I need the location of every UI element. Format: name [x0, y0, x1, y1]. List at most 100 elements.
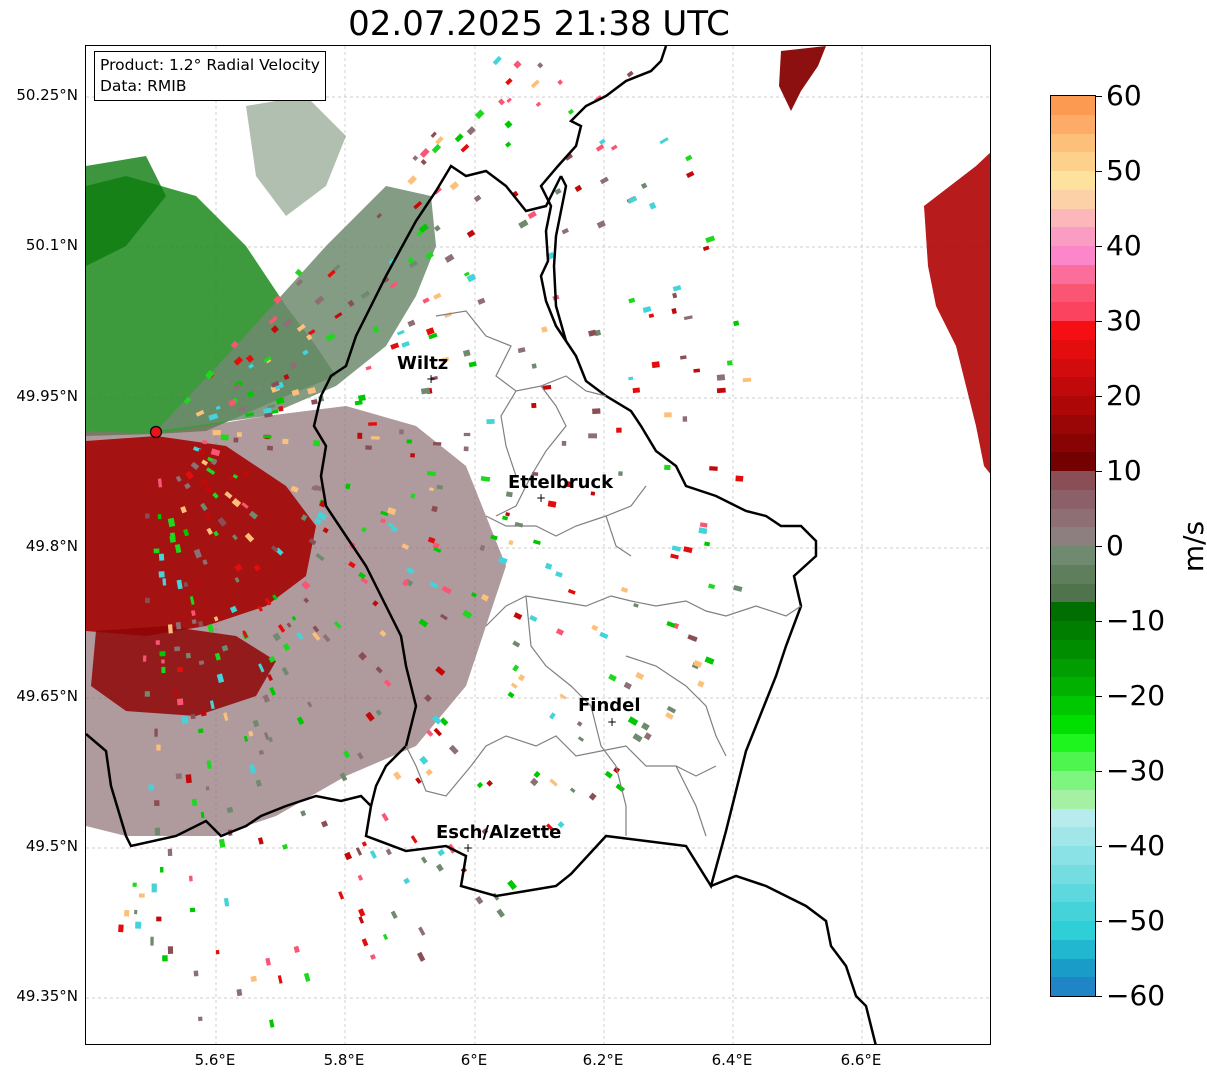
echo-pixel	[439, 613, 448, 621]
echo-pixel	[687, 634, 698, 642]
echo-pixel	[683, 546, 693, 554]
echo-pixel	[595, 144, 605, 152]
echo-pixel	[567, 108, 575, 115]
echo-pixel	[496, 908, 505, 918]
lat-tick-label: 49.5°N	[25, 837, 78, 855]
echo-pixel	[243, 470, 250, 478]
colorbar-tick	[1096, 996, 1102, 997]
echo-pixel	[406, 439, 412, 444]
echo-pixel	[372, 325, 380, 334]
colorbar-tick-label: 40	[1106, 229, 1142, 262]
echo-pixel	[248, 363, 254, 369]
echo-pixel	[433, 547, 442, 553]
echo-pixel	[195, 409, 205, 417]
echo-pixel	[148, 784, 154, 791]
colorbar-tick-label: −60	[1106, 979, 1166, 1012]
echo-pixel	[313, 484, 323, 492]
echo-pixel	[270, 409, 279, 415]
colorbar-band	[1051, 208, 1095, 228]
echo-pixel	[162, 955, 168, 962]
echo-pixel	[437, 848, 445, 857]
echo-pixel	[533, 770, 541, 779]
echo-pixel	[680, 355, 687, 360]
national-border	[86, 46, 818, 898]
echo-pixel	[561, 440, 567, 446]
echo-pixel	[226, 806, 234, 814]
colorbar-band	[1051, 939, 1095, 960]
colorbar-band	[1051, 171, 1095, 191]
echo-pixel	[390, 910, 398, 919]
echo-pixel	[372, 600, 379, 607]
echo-pixel	[415, 230, 423, 237]
echo-pixel	[264, 412, 273, 418]
echo-pixel	[596, 220, 606, 229]
echo-pixel	[273, 381, 285, 390]
echo-pixel	[199, 477, 209, 487]
echo-pixel	[466, 229, 476, 238]
echo-pixel	[197, 728, 204, 734]
echo-pixel	[508, 539, 514, 546]
echo-pixel	[407, 256, 415, 265]
echo-pixel	[181, 715, 189, 724]
colorbar-tick	[1096, 771, 1102, 772]
echo-pixel	[709, 466, 718, 471]
echo-pixel	[369, 953, 376, 960]
echo-pixel	[296, 716, 305, 725]
echo-pixel	[357, 752, 364, 760]
echo-pixel	[651, 361, 660, 369]
echo-pixel	[316, 511, 328, 521]
echo-pixel	[441, 585, 452, 595]
echo-pixel	[248, 510, 258, 520]
echo-pixel	[403, 877, 411, 885]
echo-pixel	[505, 512, 510, 517]
echo-pixel	[216, 673, 225, 684]
radar-map[interactable]: Wiltz + Ettelbruck + Findel + Esch/Alzet…	[85, 45, 991, 1045]
echo-pixel	[228, 399, 237, 407]
echo-pixel	[698, 527, 708, 535]
echo-pixel	[144, 513, 150, 519]
echo-pixel	[382, 933, 389, 941]
echo-pixel	[431, 715, 442, 725]
echo-pixel	[360, 290, 371, 300]
echo-pixel	[223, 897, 230, 907]
echo-pixel	[420, 856, 428, 864]
echo-pixel	[339, 772, 348, 782]
echo-pixel	[322, 527, 329, 534]
echo-pixel	[705, 235, 716, 244]
echo-pixel	[132, 882, 137, 887]
colorbar-band	[1051, 433, 1095, 453]
colorbar-tick	[1096, 921, 1102, 922]
city-marker-icon: +	[426, 372, 436, 386]
colorbar-band	[1051, 152, 1095, 172]
echo-pixel	[642, 306, 652, 313]
city-marker-icon: +	[536, 491, 546, 505]
echo-pixel	[183, 528, 190, 537]
echo-pixel	[529, 614, 538, 622]
echo-pixel	[561, 227, 569, 235]
echo-pixel	[432, 441, 442, 446]
echo-pixel	[430, 131, 437, 138]
echo-pixel	[435, 136, 444, 145]
echo-pixel	[183, 581, 189, 588]
echo-pixel	[338, 891, 345, 900]
echo-pixel	[358, 916, 365, 924]
lat-tick-label: 50.25°N	[16, 86, 78, 104]
echo-pixel	[413, 200, 423, 210]
colorbar-tick	[1096, 621, 1102, 622]
colorbar-tick-label: −20	[1106, 679, 1166, 712]
echo-pixel	[333, 264, 341, 272]
echo-pixel	[233, 383, 242, 391]
echo-pixel	[354, 400, 363, 406]
map-title: 02.07.2025 21:38 UTC	[348, 4, 730, 44]
echo-pixel	[440, 356, 450, 363]
echo-pixel	[208, 413, 219, 421]
echo-pixel	[213, 530, 219, 537]
echo-pixel	[190, 461, 200, 471]
echo-pixel	[156, 916, 162, 922]
echo-pixel	[175, 773, 182, 780]
echo-pixel	[162, 578, 167, 586]
echo-pixel	[463, 446, 469, 452]
echo-pixel	[204, 369, 215, 380]
echo-pixel	[420, 387, 431, 395]
echo-pixel	[291, 615, 297, 621]
